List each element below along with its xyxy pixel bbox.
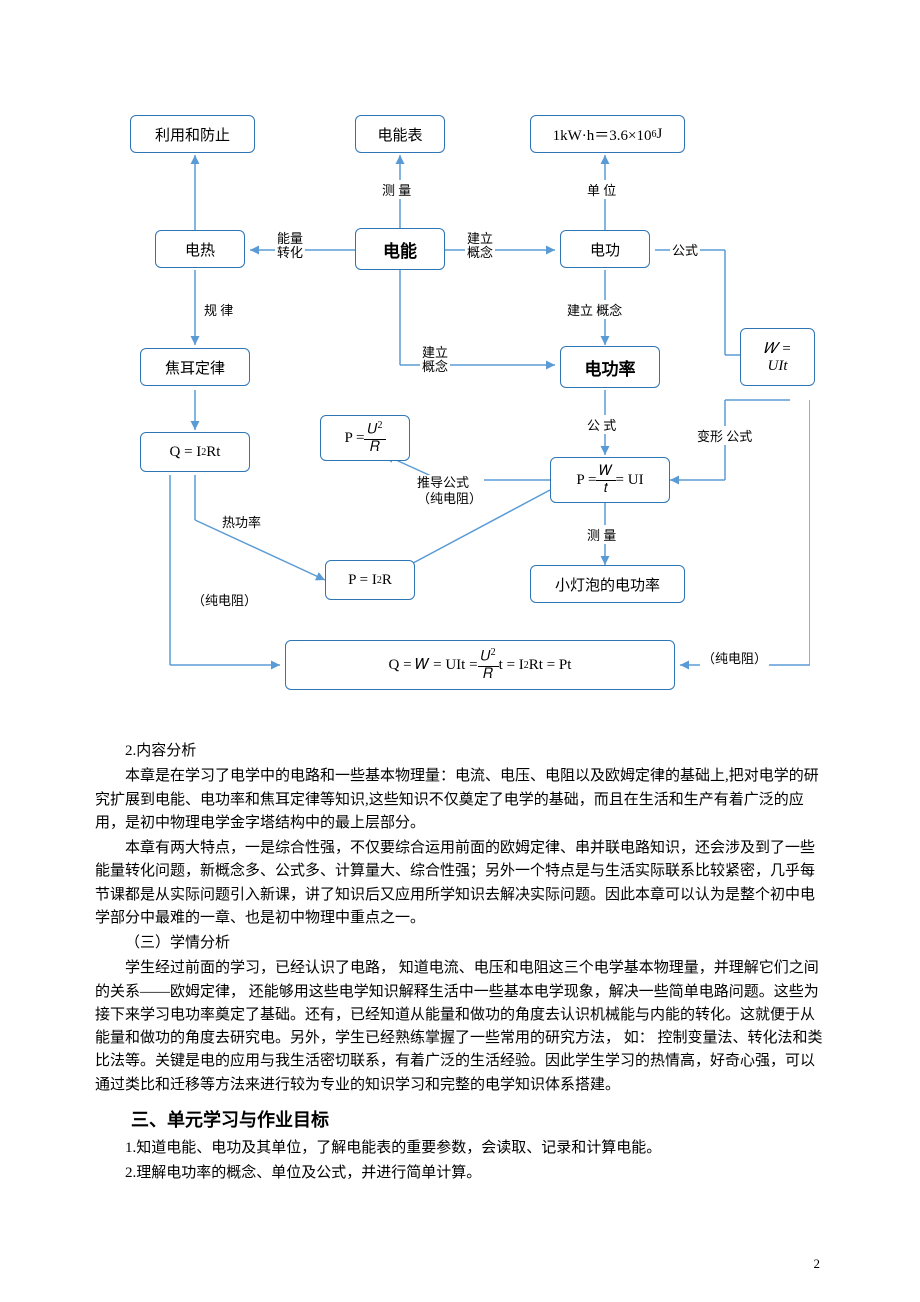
node-energy: 电能 xyxy=(355,228,445,270)
goal-2: 2.理解电功率的概念、单位及公式，并进行简单计算。 xyxy=(95,1162,825,1185)
edge-heatpower: 热功率 xyxy=(220,512,263,531)
edge-measure2: 测 量 xyxy=(585,525,618,544)
edge-convert: 能量转化 xyxy=(275,232,305,261)
edge-unit: 单 位 xyxy=(585,180,618,199)
node-work: 电功 xyxy=(560,230,650,268)
edge-pure1: （纯电阻） xyxy=(190,590,259,609)
para-3: 本章有两大特点，一是综合性强，不仅要综合运用前面的欧姆定律、串并联电路知识，还会… xyxy=(95,837,825,930)
edge-derive1: 变形 公式 xyxy=(695,426,754,445)
node-w-uit: 𝑊 =UIt xyxy=(740,328,815,386)
node-heat: 电热 xyxy=(155,230,245,268)
edge-build2: 建立 概念 xyxy=(565,300,624,319)
concept-diagram: 利用和防止 电能表 1kW·h＝3.6×106J 电热 电能 电功 焦耳定律 电… xyxy=(110,100,810,720)
page-number: 2 xyxy=(814,1256,821,1272)
edge-formula1: 公式 xyxy=(670,240,700,259)
node-p-i2r: P = I2 R xyxy=(325,560,415,600)
node-power: 电功率 xyxy=(560,346,660,388)
para-2: 本章是在学习了电学中的电路和一些基本物理量：电流、电压、电阻以及欧姆定律的基础上… xyxy=(95,765,825,835)
edge-law: 规 律 xyxy=(202,300,235,319)
edge-measure: 测 量 xyxy=(380,180,413,199)
learner-analysis-label: （三）学情分析 xyxy=(95,932,825,955)
node-bulb: 小灯泡的电功率 xyxy=(530,565,685,603)
para-5: 学生经过前面的学习，已经认识了电路， 知道电流、电压和电阻这三个电学基本物理量，… xyxy=(95,957,825,1097)
node-kwh: 1kW·h＝3.6×106J xyxy=(530,115,685,153)
edge-formula2: 公 式 xyxy=(585,415,618,434)
node-q-full: Q = 𝑊 = UIt = 𝑈2𝑅 t = I2 Rt = Pt xyxy=(285,640,675,690)
edge-build3: 建立概念 xyxy=(420,346,450,375)
edge-pure2: （纯电阻） xyxy=(700,648,769,667)
diagram-arrows xyxy=(110,100,810,720)
edge-build1: 建立概念 xyxy=(465,232,495,261)
section-3-title: 三、单元学习与作业目标 xyxy=(131,1107,825,1135)
edge-derive2: 推导公式（纯电阻） xyxy=(415,475,484,506)
node-p-wt: P = 𝑊𝑡 = UI xyxy=(550,457,670,503)
node-p-u2r: P = 𝑈2𝑅 xyxy=(320,415,410,461)
node-usage-prevention: 利用和防止 xyxy=(130,115,255,153)
node-q: Q = I2 Rt xyxy=(140,432,250,472)
prose-block: 2.内容分析 本章是在学习了电学中的电路和一些基本物理量：电流、电压、电阻以及欧… xyxy=(95,740,825,1187)
node-joule: 焦耳定律 xyxy=(140,348,250,386)
content-analysis-label: 2.内容分析 xyxy=(95,740,825,763)
goal-1: 1.知道电能、电功及其单位，了解电能表的重要参数，会读取、记录和计算电能。 xyxy=(95,1137,825,1160)
node-meter: 电能表 xyxy=(355,115,445,153)
